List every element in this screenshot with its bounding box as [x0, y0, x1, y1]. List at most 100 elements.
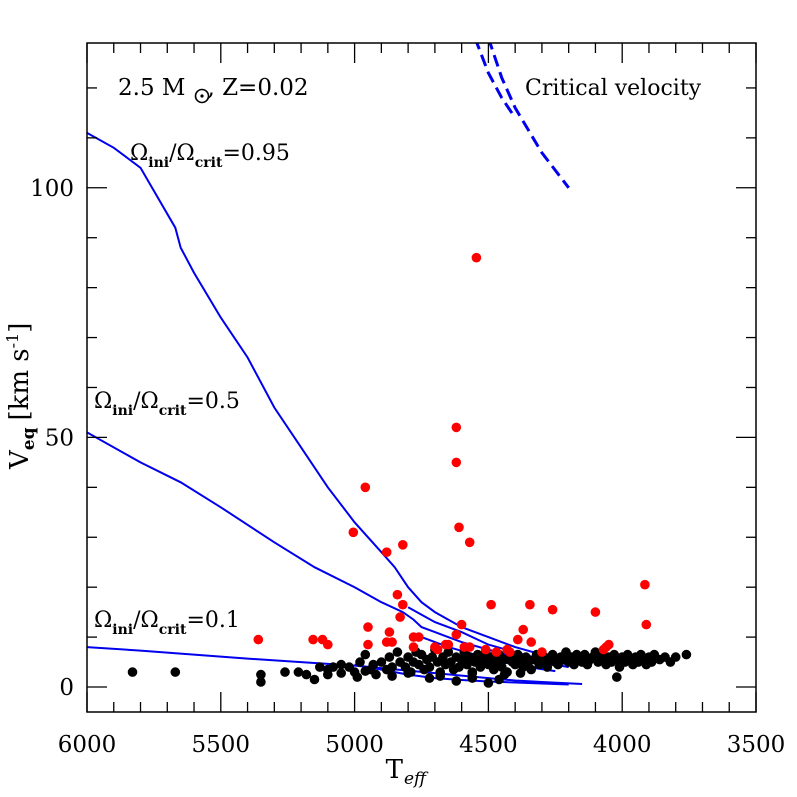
rotation-track-line: [87, 132, 569, 661]
black-star-point: [368, 659, 379, 670]
black-star-point: [387, 671, 397, 681]
red-star-point: [443, 639, 454, 650]
black-star-point: [547, 649, 558, 660]
black-star-point: [462, 659, 472, 670]
red-star-point: [451, 457, 462, 468]
svg-text:Ωini/Ωcrit=0.5: Ωini/Ωcrit=0.5: [94, 389, 240, 419]
y-axis-label-main: Veq [km s-1]: [3, 323, 39, 470]
black-star-point: [467, 673, 478, 683]
red-star-point: [456, 619, 467, 630]
red-star-point: [451, 629, 462, 640]
track-label-01-omega2: Ω: [141, 608, 159, 633]
red-star-point: [432, 644, 443, 655]
model-annotation: 2.5 M , Z=0.02: [118, 75, 309, 104]
black-star-point: [328, 662, 339, 672]
track-label-01-slash: /: [133, 608, 141, 633]
critical-velocity-label: Critical velocity: [525, 76, 702, 101]
black-star-point: [293, 667, 304, 677]
black-star-point: [384, 652, 395, 662]
red-star-point: [598, 644, 609, 655]
x-tick-label: 5000: [325, 732, 384, 758]
y-axis-label: Veq [km s-1]: [3, 323, 39, 470]
x-axis-label-main: T: [386, 755, 404, 785]
red-star-point: [408, 642, 419, 652]
red-star-point: [525, 599, 535, 610]
black-star-point: [443, 647, 454, 657]
red-star-point: [398, 599, 408, 610]
y-tick-label: 0: [59, 675, 74, 701]
red-star-point: [348, 527, 359, 538]
track-label-01-value: =0.1: [186, 608, 239, 633]
model-prefix: 2.5 M: [118, 75, 185, 101]
track-label-095-sub2: crit: [195, 155, 223, 171]
track-label-05-sub2: crit: [159, 403, 187, 419]
red-star-point: [395, 612, 405, 622]
x-tick-label: 6000: [58, 732, 117, 758]
track-label-095-sub1: ini: [148, 155, 169, 171]
track-label-05-slash: /: [133, 389, 141, 414]
black-star-point: [489, 664, 499, 675]
sun-symbol-icon: [194, 88, 210, 104]
red-star-point: [486, 599, 496, 610]
track-label-095-slash: /: [169, 141, 177, 166]
black-star-point: [451, 676, 462, 686]
black-star-point: [403, 668, 413, 678]
black-star-point: [392, 647, 403, 657]
black-star-point: [360, 666, 371, 676]
svg-text:Ωini/Ωcrit=0.1: Ωini/Ωcrit=0.1: [94, 608, 240, 638]
y-axis-units-sup: -1: [3, 333, 22, 349]
red-star-point: [398, 540, 408, 550]
black-star-point: [352, 672, 363, 682]
black-star-point: [612, 672, 622, 682]
track-label-095: Ωini/Ωcrit=0.95: [130, 141, 290, 171]
black-star-point: [323, 669, 333, 680]
red-star-point: [323, 639, 333, 650]
y-axis-label-v: V: [5, 449, 35, 470]
black-star-point: [542, 662, 553, 672]
red-star-point: [464, 642, 475, 652]
black-star-point: [475, 662, 486, 672]
plot-frame: [86, 42, 757, 713]
black-star-point: [376, 657, 387, 667]
black-star-point: [336, 659, 347, 670]
black-star-point: [256, 669, 266, 680]
points-layer: [127, 252, 692, 688]
red-star-point: [518, 624, 528, 635]
red-star-point: [392, 589, 403, 600]
black-star-point: [494, 674, 504, 685]
red-star-point: [363, 639, 373, 650]
red-star-point: [513, 634, 523, 645]
red-star-point: [537, 647, 547, 657]
track-label-05-value: =0.5: [186, 389, 239, 414]
black-star-point: [454, 662, 464, 672]
black-star-point: [646, 657, 657, 667]
black-star-point: [355, 657, 365, 667]
black-star-point: [515, 668, 526, 678]
black-star-point: [360, 649, 371, 660]
track-label-05-sub1: ini: [112, 403, 133, 419]
black-star-point: [424, 662, 435, 672]
y-tick-label: 50: [45, 425, 74, 451]
x-axis-label-sub: eff: [404, 769, 429, 789]
black-star-point: [315, 662, 325, 672]
black-star-point: [681, 649, 692, 660]
black-star-point: [309, 674, 320, 685]
track-label-01-omega: Ω: [94, 608, 112, 633]
red-star-point: [641, 619, 652, 630]
track-label-05-omega2: Ω: [141, 389, 159, 414]
critical-velocity-line: [475, 43, 517, 119]
ticks-layer: 6000 5500 5000 4500 4000 3500 0 50 100: [30, 43, 785, 758]
red-star-point: [384, 627, 395, 637]
track-label-01-sub1: ini: [112, 622, 133, 638]
track-label-01: Ωini/Ωcrit=0.1: [94, 608, 240, 638]
red-star-point: [451, 422, 462, 433]
x-tick-label: 3500: [727, 732, 786, 758]
red-star-point: [505, 647, 515, 657]
red-star-point: [526, 637, 536, 647]
red-star-point: [640, 579, 650, 590]
black-star-point: [371, 669, 381, 680]
track-label-05-omega: Ω: [94, 389, 112, 414]
red-star-point: [590, 607, 601, 617]
